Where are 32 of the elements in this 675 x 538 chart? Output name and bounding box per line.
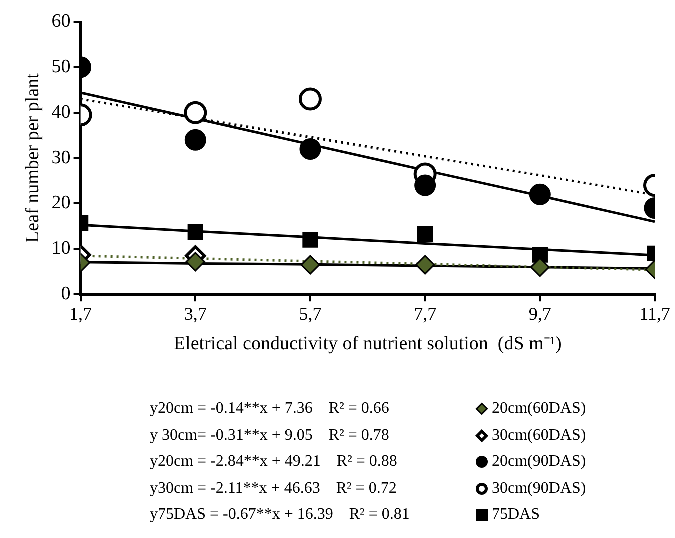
point [298,88,322,111]
text: y 30cm= -0.31**x + 9.05 R² = 0.78 [150,426,390,446]
x-tick-label: 5,7 [299,304,322,324]
y-tick-label: 30 [52,147,71,168]
y-tick-label: 20 [52,192,71,214]
x-tick-label: 11,7 [640,304,670,324]
legend-label: 30cm(90DAS) [492,478,586,498]
y-axis-title: Leaf number per plant [22,72,44,243]
x-tick-label: 1,7 [70,304,92,324]
point [414,174,436,196]
legend-label: 20cm(90DAS) [492,452,586,472]
x-tick-label: 3,7 [184,304,207,324]
point [416,255,436,275]
x-tick-label: 9,7 [528,304,552,324]
y-tick-label: 50 [52,56,71,78]
y-tick-label: 10 [52,238,71,260]
x-axis-title: Eletrical conductivity of nutrient solution (dS m⁻¹) [174,334,562,355]
point [300,255,320,275]
text: y30cm = -2.11**x + 46.63 R² = 0.72 [150,478,398,498]
y-tick-label: 0 [61,284,71,305]
x-tick-label: 7,7 [414,304,437,324]
text: y75DAS = -0.67**x + 16.39 R² = 0.81 [150,505,411,525]
point [418,226,434,242]
text: y20cm = -2.84**x + 49.21 R² = 0.88 [150,452,398,472]
point [300,138,322,160]
legend-label: 75DAS [492,505,540,525]
legend-label: 20cm(60DAS) [492,399,586,419]
y-tick-label: 60 [52,10,71,32]
text: y20cm = -0.14**x + 7.36 R² = 0.66 [150,399,390,419]
legend-label: 30cm(60DAS) [492,426,586,446]
y-tick-label: 40 [52,102,71,123]
point [302,232,318,248]
